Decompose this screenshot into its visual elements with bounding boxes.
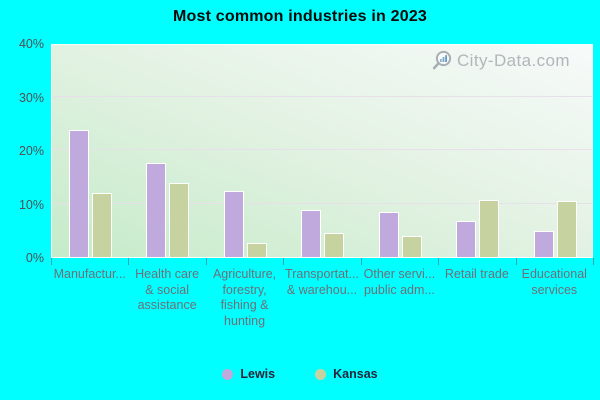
category-label-line: assistance (137, 298, 197, 312)
category-label-line: hunting (224, 313, 266, 328)
legend: Lewis Kansas (0, 367, 600, 381)
bar-lewis (456, 221, 477, 257)
legend-item-lewis: Lewis (222, 367, 275, 381)
legend-label: Kansas (333, 367, 378, 381)
category-label-line: Other servi... (363, 267, 436, 281)
bar-lewis (69, 130, 89, 257)
x-tick (515, 258, 517, 265)
watermark: City-Data.com (430, 49, 570, 72)
x-tick (283, 258, 285, 265)
legend-item-kansas: Kansas (315, 367, 378, 381)
category-label-line: Agriculture, (212, 267, 277, 281)
category-label-line: forestry, (222, 282, 267, 297)
x-tick (593, 258, 594, 265)
watermark-text: City-Data.com (457, 50, 570, 70)
bar-kansas (556, 200, 577, 257)
category-label-line: Educational (521, 267, 587, 281)
gridline (52, 149, 592, 150)
x-tick (360, 258, 362, 265)
bar-kansas (324, 232, 345, 257)
plot-area (51, 44, 593, 258)
legend-swatch (222, 368, 234, 380)
category-label-line: Transportat... (285, 267, 359, 281)
bar-kansas (169, 182, 190, 257)
bar-kansas (92, 193, 112, 257)
category-label-line: fishing & (220, 298, 269, 312)
bar-lewis (146, 163, 167, 257)
category-label: Health care & social assistance (119, 267, 214, 314)
y-axis-label: 40% (18, 37, 44, 51)
legend-label: Lewis (240, 367, 276, 381)
y-axis-label: 20% (18, 144, 44, 158)
bar-kansas (479, 200, 500, 257)
magnifier-icon (430, 49, 453, 72)
bar-kansas (401, 236, 422, 257)
category-label: Transportat... & warehou... (274, 267, 369, 298)
category-label: Other servi... public adm... (352, 267, 447, 298)
x-tick (205, 258, 207, 265)
gridline (52, 95, 592, 97)
gridline (52, 202, 592, 204)
x-tick (438, 258, 440, 265)
category-label: Educational services (507, 267, 600, 298)
bar-lewis (223, 190, 244, 257)
y-axis-label: 0% (25, 251, 44, 265)
category-label-line: Health care (135, 267, 200, 281)
chart-title: Most common industries in 2023 (172, 8, 428, 25)
x-tick (51, 258, 52, 265)
x-tick (128, 258, 130, 265)
category-label-line: Retail trade (444, 267, 509, 281)
category-label-line: & social (145, 282, 190, 297)
y-axis-label: 30% (18, 90, 44, 105)
category-label-line: public adm... (363, 282, 435, 297)
bar-kansas (246, 242, 267, 257)
bar-lewis (301, 210, 322, 257)
legend-swatch (315, 368, 327, 380)
category-label: Agriculture, forestry, fishing & hunting (197, 267, 292, 329)
category-label-line: services (531, 282, 578, 297)
bar-lewis (378, 212, 399, 257)
category-label: Manufactur... (42, 267, 137, 283)
category-label-line: & warehou... (286, 282, 358, 297)
y-axis-label: 10% (18, 197, 44, 212)
category-label-line: Manufactur... (53, 267, 126, 281)
bar-lewis (533, 230, 554, 257)
category-label: Retail trade (429, 267, 524, 283)
